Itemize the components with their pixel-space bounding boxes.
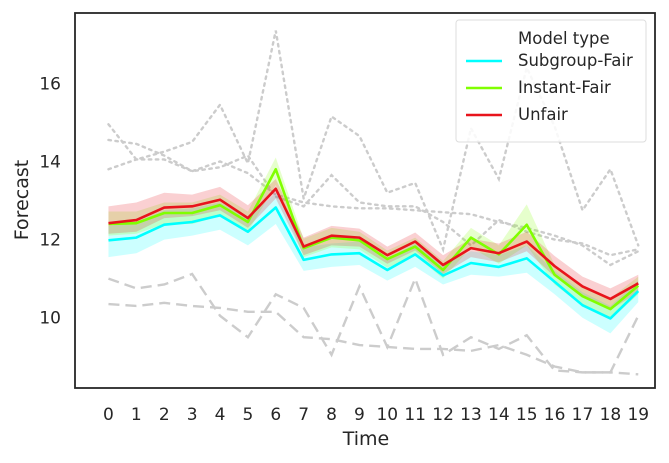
legend-label-instant-fair: Instant-Fair — [518, 78, 611, 97]
x-axis-ticks: 0 1 2 3 4 5 6 7 8 9 10 11 12 13 14 15 16 17 18 19 — [103, 405, 649, 425]
reference-line-4 — [108, 272, 640, 374]
y-tick-label-10: 10 — [39, 309, 61, 329]
x-axis-label: Time — [342, 428, 390, 450]
x-tick-label-1: 1 — [131, 405, 142, 425]
x-tick-label-8: 8 — [326, 405, 337, 425]
x-tick-label-12: 12 — [432, 405, 454, 425]
x-tick-label-2: 2 — [159, 405, 170, 425]
x-tick-label-11: 11 — [404, 405, 426, 425]
plot-frame — [74, 12, 656, 389]
y-tick-label-14: 14 — [39, 152, 61, 172]
reference-line-2 — [107, 154, 640, 257]
legend-title: Model type — [518, 29, 610, 48]
x-tick-label-15: 15 — [516, 405, 538, 425]
band-instant-fair — [108, 157, 639, 320]
x-tick-label-7: 7 — [298, 405, 309, 425]
x-tick-label-16: 16 — [544, 405, 566, 425]
x-tick-label-6: 6 — [270, 405, 281, 425]
x-tick-label-9: 9 — [354, 405, 365, 425]
series-line-unfair — [108, 187, 639, 301]
y-axis-ticks: 10 12 14 16 — [39, 74, 61, 328]
x-tick-label-19: 19 — [627, 405, 649, 425]
x-tick-label-10: 10 — [376, 405, 398, 425]
x-tick-label-14: 14 — [488, 405, 510, 425]
reference-line-5 — [108, 301, 639, 376]
x-tick-label-13: 13 — [460, 405, 482, 425]
x-tick-label-0: 0 — [103, 405, 114, 425]
legend-label-unfair: Unfair — [518, 105, 568, 124]
series-line-instant-fair — [108, 167, 640, 311]
x-tick-label-18: 18 — [600, 405, 622, 425]
x-tick-label-3: 3 — [187, 405, 198, 425]
legend-label-subgroup-fair: Subgroup-Fair — [518, 51, 633, 70]
y-axis-label: Forecast — [11, 160, 33, 240]
y-tick-label-16: 16 — [39, 74, 61, 94]
series-lines — [108, 167, 640, 320]
x-tick-label-4: 4 — [215, 405, 226, 425]
legend-entries: Subgroup-Fair Instant-Fair Unfair — [466, 51, 633, 124]
legend-box — [455, 19, 647, 143]
y-tick-label-12: 12 — [39, 231, 61, 251]
series-line-subgroup-fair — [108, 206, 640, 320]
reference-line-3 — [107, 138, 640, 267]
legend: Model type Subgroup-Fair Instant-Fair Unfa… — [455, 19, 647, 143]
x-tick-label-17: 17 — [572, 405, 594, 425]
band-unfair — [108, 179, 639, 310]
x-tick-label-5: 5 — [242, 405, 253, 425]
